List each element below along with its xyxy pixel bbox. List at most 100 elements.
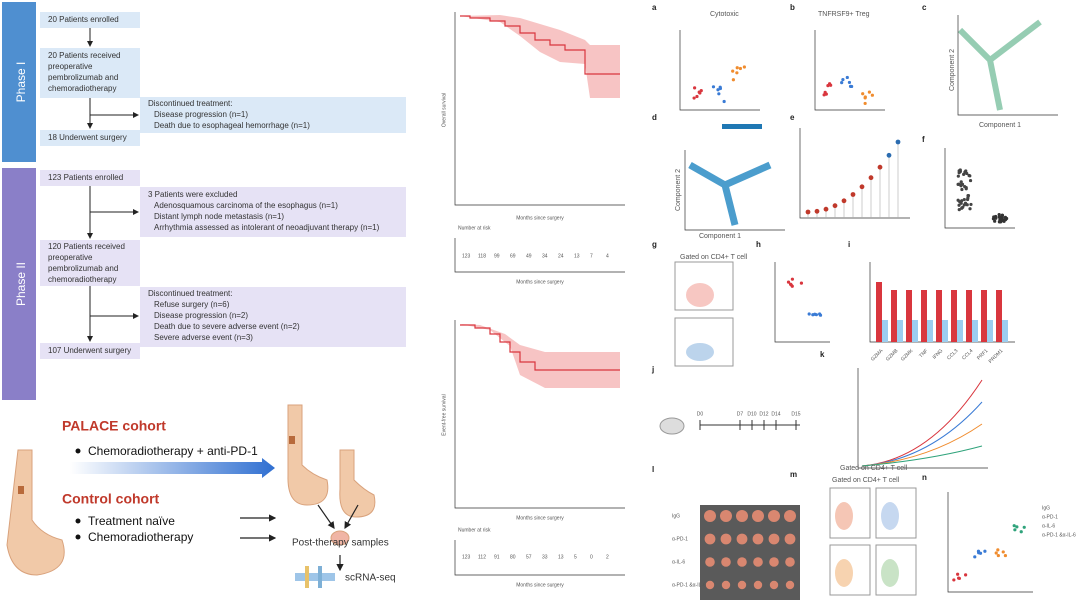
- axis-title: Overall survival: [441, 93, 447, 127]
- axis-title: Months since surgery: [516, 279, 564, 285]
- bullet: [75, 534, 81, 540]
- dot: [956, 198, 960, 202]
- tumor: [769, 557, 779, 567]
- risk-count: 80: [510, 554, 516, 560]
- dot: [840, 80, 844, 85]
- panel-letter: i: [848, 240, 850, 249]
- gene-label: GZMK: [900, 348, 915, 363]
- axis: [774, 262, 830, 343]
- km-curve: [460, 324, 620, 371]
- phase-label: Phase II: [14, 262, 28, 306]
- group-label: IgG: [1042, 505, 1050, 511]
- growth-curve: [861, 401, 983, 467]
- dot: [695, 94, 699, 99]
- flow-box: [40, 170, 140, 186]
- trajectory: [688, 161, 772, 226]
- flow-text: preoperative: [48, 62, 93, 71]
- dot: [994, 216, 998, 220]
- dot: [699, 88, 703, 93]
- cohort-title: PALACE cohort: [62, 418, 166, 434]
- risk-count: 69: [510, 253, 516, 259]
- risk-count: 33: [542, 554, 548, 560]
- axis-title: Months since surgery: [516, 215, 564, 221]
- dot: [718, 86, 723, 91]
- flow-text: 107 Underwent surgery: [48, 346, 131, 355]
- bullet: [75, 448, 81, 454]
- flow-text: preoperative: [48, 253, 93, 262]
- panel-letter: b: [790, 3, 795, 12]
- risk-count: 99: [494, 253, 500, 259]
- panel-letter: e: [790, 113, 795, 122]
- flow-box: [140, 287, 406, 347]
- bar: [987, 320, 993, 342]
- dot: [973, 555, 977, 559]
- bar: [882, 320, 888, 342]
- tumor: [704, 510, 716, 522]
- seq-icon: [305, 566, 309, 588]
- ci-band: [460, 15, 620, 98]
- tumor: [784, 510, 796, 522]
- risk-count: 118: [478, 253, 486, 259]
- dot: [978, 551, 983, 555]
- flow-box: [40, 12, 140, 28]
- dot: [997, 220, 1002, 224]
- timeline-label: D12: [759, 411, 768, 417]
- flow-plot: [829, 487, 871, 539]
- dot: [964, 573, 968, 577]
- dot: [957, 203, 961, 207]
- flow-text: chemoradiotherapy: [48, 84, 116, 93]
- panel-title: Gated on CD4+ T cell: [680, 254, 748, 261]
- group-label: α-PD-1: [1042, 514, 1058, 520]
- dot: [735, 66, 739, 70]
- arrows: [240, 504, 359, 572]
- dot: [1013, 528, 1017, 532]
- timeline-label: D10: [747, 411, 756, 417]
- cohort-title: Control cohort: [62, 491, 160, 507]
- axis-title: Months since surgery: [516, 582, 564, 588]
- dot: [790, 277, 795, 281]
- phase-bar: [2, 2, 36, 162]
- flow-plot: [875, 544, 917, 596]
- dot: [956, 174, 960, 178]
- axis: [857, 368, 988, 469]
- group-label: α-PD-1 &α-IL-6: [672, 582, 706, 588]
- dot: [994, 551, 998, 555]
- bar: [1002, 320, 1008, 342]
- dot: [859, 184, 865, 190]
- dot: [968, 207, 972, 211]
- flow-text: Arrhythmia assessed as intolerant of neo…: [154, 223, 380, 232]
- flow-plot: [674, 261, 734, 311]
- dot: [877, 164, 883, 170]
- flow-cloud: [835, 502, 853, 530]
- risk-count: 24: [558, 253, 564, 259]
- axis: [947, 492, 1033, 593]
- risk-count: 7: [590, 253, 593, 259]
- dot: [731, 69, 735, 73]
- tumor: [736, 510, 748, 522]
- ci-band: [460, 324, 620, 388]
- gene-label: IFNG: [932, 348, 945, 361]
- risk-count: 4: [606, 253, 609, 259]
- dot: [716, 88, 720, 92]
- dot: [847, 80, 852, 85]
- flow-plot: [829, 544, 871, 596]
- tumor: [720, 533, 732, 545]
- dot: [996, 548, 1000, 552]
- dot: [962, 197, 966, 202]
- esophagus-illustrations: [6, 404, 376, 576]
- tumor: [721, 557, 731, 567]
- dot: [790, 284, 794, 288]
- dot: [983, 549, 987, 553]
- panel-title: Gated on CD4+ T cell: [832, 477, 900, 484]
- dot: [827, 82, 832, 86]
- dot: [961, 205, 965, 209]
- risk-count: 123: [462, 253, 471, 259]
- axis-title: Component 2: [675, 169, 682, 211]
- flow-text: Death due to esophageal hemorrhage (n=1): [154, 121, 310, 130]
- dot: [692, 96, 696, 100]
- risk-count: 123: [462, 554, 471, 560]
- dot: [738, 66, 743, 71]
- panel-title: TNFRSF9+ Treg: [818, 11, 870, 18]
- timeline-label: D14: [771, 411, 780, 417]
